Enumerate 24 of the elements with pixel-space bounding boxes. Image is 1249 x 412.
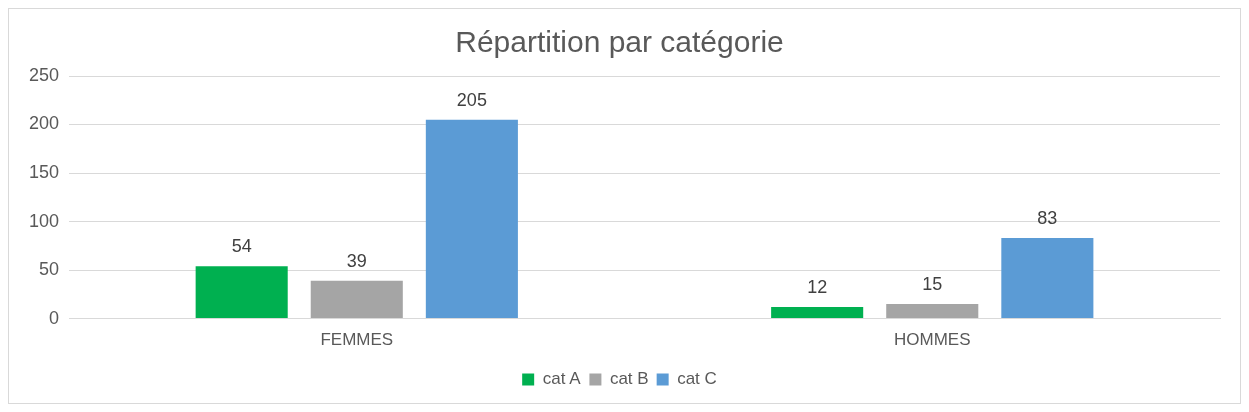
bar (1001, 238, 1094, 319)
y-tick-label: 200 (28, 113, 60, 134)
bar (310, 280, 403, 319)
y-tick-label: 0 (49, 307, 60, 328)
legend-label: cat C (677, 369, 717, 389)
bar (425, 119, 518, 319)
data-label: 54 (231, 236, 252, 257)
legend-label: cat B (609, 369, 649, 389)
y-tick-label: 250 (28, 64, 60, 85)
y-tick-label: 150 (28, 162, 60, 183)
y-tick-label: 100 (28, 210, 60, 231)
y-tick-label: 50 (39, 259, 60, 280)
chart-title: Répartition par catégorie (455, 25, 784, 59)
bar (195, 266, 288, 319)
data-label: 12 (807, 276, 828, 297)
data-label: 83 (1037, 208, 1058, 229)
data-label: 205 (456, 89, 487, 110)
bar (771, 306, 864, 319)
data-label: 15 (922, 274, 943, 295)
bar (886, 304, 979, 319)
legend-label: cat A (542, 369, 582, 389)
data-label: 39 (346, 250, 367, 271)
x-tick-label: FEMMES (320, 330, 394, 350)
x-tick-label: HOMMES (894, 330, 971, 350)
